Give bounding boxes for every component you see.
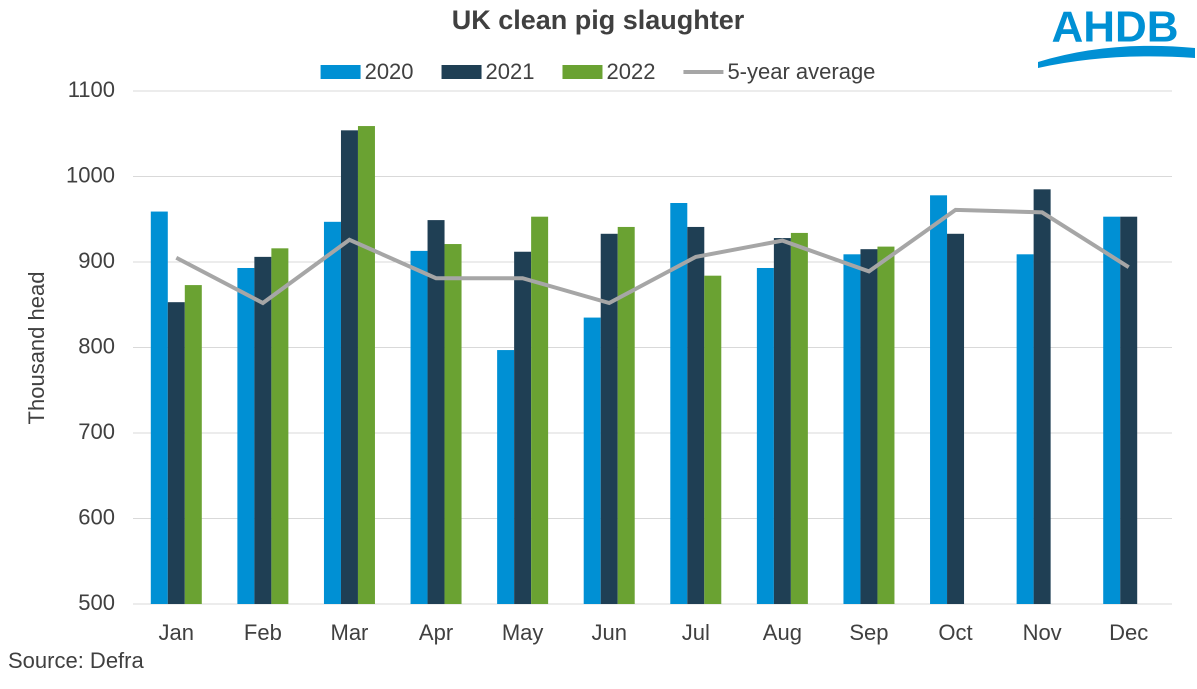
source: Source: Defra — [8, 648, 144, 673]
bar — [860, 249, 878, 605]
bar — [254, 256, 272, 604]
bar — [444, 244, 462, 605]
y-axis-label: Thousand head — [24, 272, 49, 425]
x-tick-label: May — [502, 620, 544, 645]
legend-swatch — [562, 65, 603, 79]
line — [175, 207, 1130, 306]
bar — [427, 220, 445, 605]
bar — [340, 130, 358, 604]
y-tick-label: 900 — [78, 248, 115, 273]
y-tick-label: 1100 — [68, 77, 115, 102]
y-tick-label: 500 — [78, 590, 115, 615]
bar — [167, 302, 185, 604]
bar — [704, 275, 722, 604]
bar — [531, 216, 549, 604]
bar — [271, 248, 289, 604]
bar — [410, 250, 428, 604]
bar — [323, 221, 341, 604]
bar — [600, 233, 618, 604]
logo: AHDB — [1051, 3, 1178, 52]
x-tick-label: Dec — [1109, 620, 1148, 645]
bar — [877, 246, 895, 605]
bar — [1033, 189, 1051, 604]
bar — [617, 226, 635, 604]
legend-label: 2021 — [486, 59, 535, 84]
bar — [756, 267, 774, 604]
x-tick-label: Oct — [938, 620, 972, 645]
legend-label: 2022 — [606, 59, 655, 84]
x-tick-label: Feb — [244, 620, 282, 645]
legend-swatch — [320, 65, 361, 79]
y-tick-label: 1000 — [66, 162, 115, 187]
bar — [150, 211, 168, 604]
chart-title: UK clean pig slaughter — [452, 5, 745, 35]
y-tick-label: 700 — [78, 419, 115, 444]
bar — [843, 254, 861, 604]
x-tick-label: Jul — [682, 620, 710, 645]
y-tick-label: 800 — [78, 333, 115, 358]
bar — [1016, 254, 1034, 604]
legend-swatch — [441, 65, 482, 79]
y-tick-label: 600 — [78, 504, 115, 529]
bar — [497, 350, 515, 604]
bar — [1103, 216, 1121, 604]
bar — [1120, 216, 1138, 604]
x-tick-label: Sep — [849, 620, 888, 645]
bar — [670, 203, 688, 604]
legend-label: 2020 — [365, 59, 414, 84]
bar — [357, 126, 375, 605]
legend-label: 5-year average — [727, 59, 875, 84]
bar — [790, 232, 808, 604]
x-tick-label: Apr — [419, 620, 453, 645]
bar — [773, 238, 791, 604]
bar — [687, 226, 705, 604]
bar — [930, 195, 948, 604]
bar — [237, 267, 255, 604]
bar — [184, 285, 202, 604]
x-tick-label: Jan — [159, 620, 194, 645]
x-tick-label: Mar — [331, 620, 369, 645]
x-tick-label: Aug — [763, 620, 802, 645]
bar — [947, 233, 965, 604]
x-tick-label: Jun — [591, 620, 626, 645]
bar — [583, 317, 601, 604]
logo-swoosh — [1038, 45, 1195, 68]
bar — [514, 251, 532, 605]
x-tick-label: Nov — [1023, 620, 1062, 645]
